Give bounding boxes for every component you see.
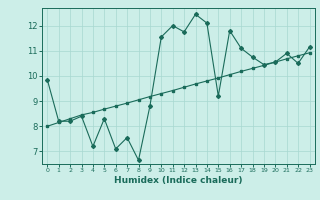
- X-axis label: Humidex (Indice chaleur): Humidex (Indice chaleur): [114, 176, 243, 185]
